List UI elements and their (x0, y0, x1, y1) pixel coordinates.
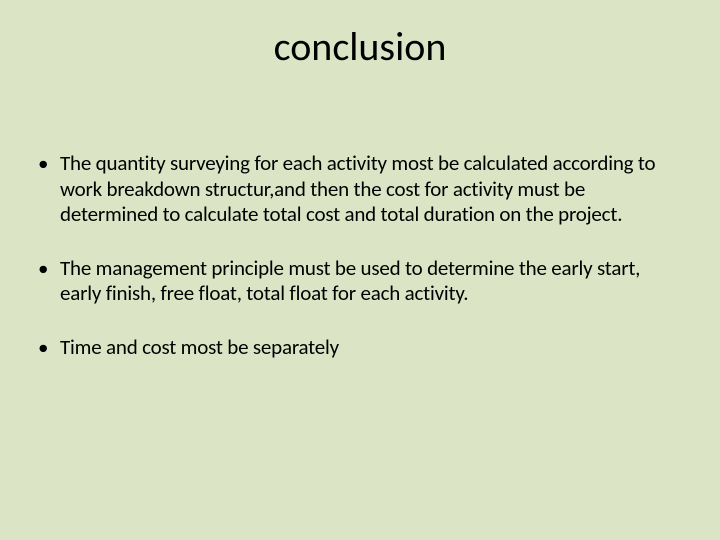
bullet-list: The quantity surveying for each activity… (36, 151, 684, 361)
bullet-item: The quantity surveying for each activity… (36, 151, 684, 228)
bullet-item: Time and cost most be separately (36, 335, 684, 361)
bullet-item: The management principle must be used to… (36, 256, 684, 307)
slide-body: The quantity surveying for each activity… (0, 71, 720, 361)
slide-title: conclusion (0, 0, 720, 71)
slide: conclusion The quantity surveying for ea… (0, 0, 720, 540)
